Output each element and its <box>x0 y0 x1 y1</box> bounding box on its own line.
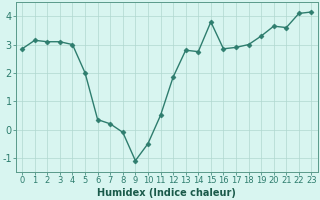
X-axis label: Humidex (Indice chaleur): Humidex (Indice chaleur) <box>97 188 236 198</box>
